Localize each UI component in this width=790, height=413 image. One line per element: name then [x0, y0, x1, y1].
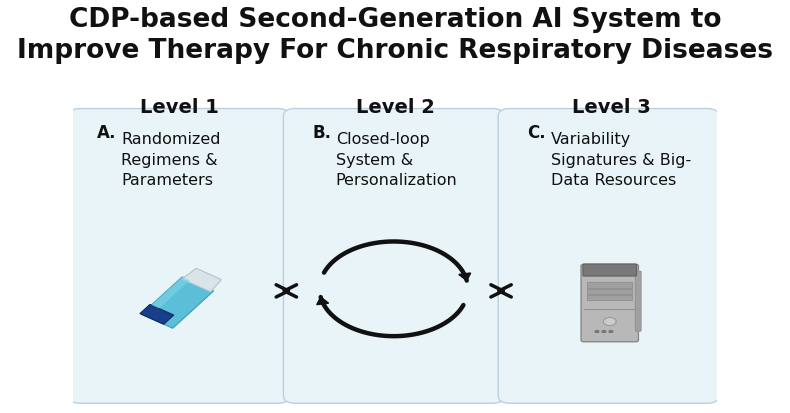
Text: Level 3: Level 3 [572, 98, 650, 117]
Circle shape [608, 330, 614, 333]
Text: CDP-based Second-Generation AI System to
Improve Therapy For Chronic Respiratory: CDP-based Second-Generation AI System to… [17, 7, 773, 64]
Circle shape [594, 330, 600, 333]
Polygon shape [141, 277, 213, 328]
FancyBboxPatch shape [498, 109, 719, 403]
Polygon shape [152, 277, 190, 309]
Text: Level 2: Level 2 [356, 98, 434, 117]
FancyBboxPatch shape [587, 282, 633, 287]
Text: A.: A. [97, 124, 117, 142]
FancyBboxPatch shape [583, 264, 637, 276]
Text: Randomized
Regimens &
Parameters: Randomized Regimens & Parameters [121, 133, 220, 188]
Text: Level 1: Level 1 [140, 98, 218, 117]
Circle shape [604, 318, 616, 325]
Text: C.: C. [527, 124, 546, 142]
Circle shape [601, 330, 607, 333]
FancyBboxPatch shape [284, 109, 504, 403]
FancyBboxPatch shape [69, 109, 289, 403]
Polygon shape [317, 297, 329, 305]
FancyBboxPatch shape [635, 271, 641, 331]
Polygon shape [459, 273, 471, 280]
Polygon shape [140, 304, 174, 324]
Text: Variability
Signatures & Big-
Data Resources: Variability Signatures & Big- Data Resou… [551, 133, 691, 188]
Polygon shape [182, 268, 221, 292]
Text: Closed-loop
System &
Personalization: Closed-loop System & Personalization [336, 133, 457, 188]
FancyBboxPatch shape [587, 289, 633, 294]
Text: B.: B. [313, 124, 332, 142]
FancyBboxPatch shape [581, 264, 638, 342]
FancyBboxPatch shape [587, 295, 633, 300]
